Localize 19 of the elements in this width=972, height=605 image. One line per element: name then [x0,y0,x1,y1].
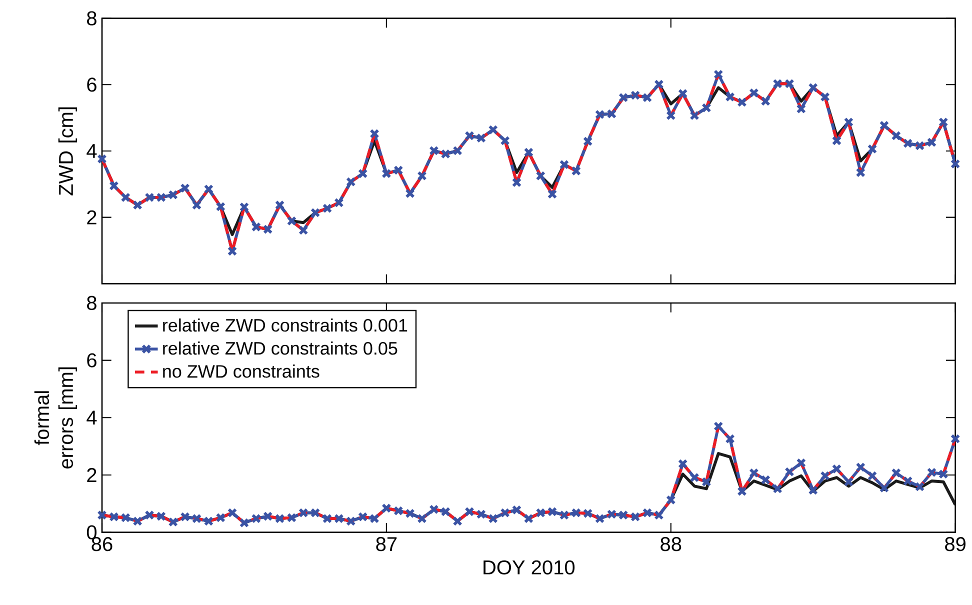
y-tick-label: 2 [87,210,96,224]
y-axis-title: ZWD [cm] [58,107,78,196]
legend-label: relative ZWD constraints 0.001 [163,318,408,332]
y-tick-label: 6 [87,78,96,92]
y-tick-label: 4 [86,410,97,425]
x-tick-label: 87 [376,537,397,552]
x-tick-label: 89 [945,537,966,552]
y-tick-label: 0 [86,525,96,540]
legend-label: relative ZWD constraints 0.05 [163,342,398,355]
y-tick-label: 4 [86,144,97,158]
y-axis-title: formal errors [mm] [34,367,78,468]
y-tick-label: 6 [87,353,96,368]
x-tick-label: 86 [92,537,112,552]
legend-label: no ZWD constraints [163,364,320,378]
y-tick-label: 2 [87,468,96,482]
x-tick-label: 88 [660,537,682,552]
y-tick-label: 8 [87,11,96,26]
x-axis-title: DOY 2010 [484,560,575,574]
y-tick-label: 8 [87,296,96,310]
